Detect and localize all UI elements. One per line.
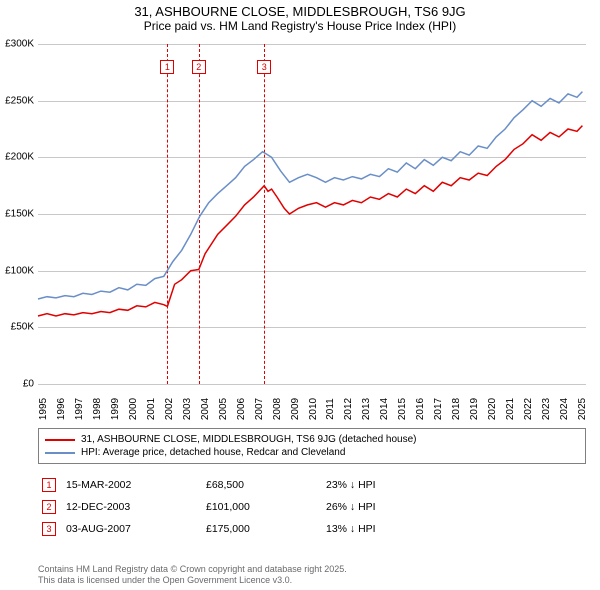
legend-item: HPI: Average price, detached house, Redc… [45, 446, 579, 459]
x-tick-label: 2013 [361, 398, 372, 420]
transaction-hpi-diff: 26% ↓ HPI [326, 501, 586, 513]
transaction-price: £175,000 [206, 523, 316, 535]
chart-legend: 31, ASHBOURNE CLOSE, MIDDLESBROUGH, TS6 … [38, 428, 586, 464]
legend-label: HPI: Average price, detached house, Redc… [81, 447, 345, 458]
table-row: 2 12-DEC-2003 £101,000 26% ↓ HPI [38, 496, 586, 518]
x-tick-label: 2022 [523, 398, 534, 420]
y-tick-label: £50K [0, 322, 34, 333]
footer-line-1: Contains HM Land Registry data © Crown c… [38, 564, 347, 575]
x-tick-label: 2006 [236, 398, 247, 420]
y-tick-label: £0 [0, 379, 34, 390]
x-tick-label: 2002 [164, 398, 175, 420]
x-tick-label: 2004 [200, 398, 211, 420]
transaction-price: £101,000 [206, 501, 316, 513]
transaction-price: £68,500 [206, 479, 316, 491]
transaction-date: 12-DEC-2003 [66, 501, 196, 513]
x-tick-label: 2000 [128, 398, 139, 420]
x-tick-label: 2024 [559, 398, 570, 420]
x-tick-label: 1996 [56, 398, 67, 420]
x-tick-label: 2016 [415, 398, 426, 420]
y-tick-label: £300K [0, 39, 34, 50]
legend-label: 31, ASHBOURNE CLOSE, MIDDLESBROUGH, TS6 … [81, 434, 417, 445]
x-tick-label: 2011 [325, 398, 336, 420]
x-tick-label: 2014 [379, 398, 390, 420]
x-tick-label: 2018 [451, 398, 462, 420]
x-tick-label: 2010 [308, 398, 319, 420]
x-tick-label: 1998 [92, 398, 103, 420]
x-tick-label: 1995 [38, 398, 49, 420]
y-gridline [38, 384, 586, 385]
table-marker-box: 3 [42, 522, 56, 536]
x-tick-label: 2001 [146, 398, 157, 420]
x-tick-label: 2003 [182, 398, 193, 420]
x-tick-label: 2017 [433, 398, 444, 420]
x-tick-label: 2008 [272, 398, 283, 420]
x-tick-label: 2023 [541, 398, 552, 420]
x-tick-label: 2009 [290, 398, 301, 420]
x-tick-label: 2025 [577, 398, 588, 420]
x-tick-label: 1999 [110, 398, 121, 420]
chart-subtitle: Price paid vs. HM Land Registry's House … [0, 19, 600, 33]
x-tick-label: 2012 [343, 398, 354, 420]
chart-plot-area: £0£50K£100K£150K£200K£250K£300K199519961… [38, 44, 586, 384]
series-line-hpi [38, 92, 582, 299]
legend-swatch [45, 452, 75, 454]
x-tick-label: 1997 [74, 398, 85, 420]
x-tick-label: 2021 [505, 398, 516, 420]
transactions-table: 1 15-MAR-2002 £68,500 23% ↓ HPI 2 12-DEC-2003… [38, 474, 586, 540]
transaction-date: 15-MAR-2002 [66, 479, 196, 491]
footer-line-2: This data is licensed under the Open Gov… [38, 575, 347, 586]
chart-title: 31, ASHBOURNE CLOSE, MIDDLESBROUGH, TS6 … [0, 4, 600, 19]
transaction-hpi-diff: 13% ↓ HPI [326, 523, 586, 535]
x-tick-label: 2019 [469, 398, 480, 420]
table-row: 3 03-AUG-2007 £175,000 13% ↓ HPI [38, 518, 586, 540]
table-marker-box: 2 [42, 500, 56, 514]
table-marker-box: 1 [42, 478, 56, 492]
table-row: 1 15-MAR-2002 £68,500 23% ↓ HPI [38, 474, 586, 496]
legend-item: 31, ASHBOURNE CLOSE, MIDDLESBROUGH, TS6 … [45, 433, 579, 446]
y-tick-label: £250K [0, 95, 34, 106]
y-tick-label: £100K [0, 265, 34, 276]
y-tick-label: £200K [0, 152, 34, 163]
transaction-date: 03-AUG-2007 [66, 523, 196, 535]
x-tick-label: 2020 [487, 398, 498, 420]
x-tick-label: 2015 [397, 398, 408, 420]
x-tick-label: 2005 [218, 398, 229, 420]
legend-swatch [45, 439, 75, 441]
transaction-hpi-diff: 23% ↓ HPI [326, 479, 586, 491]
y-tick-label: £150K [0, 209, 34, 220]
footer-attribution: Contains HM Land Registry data © Crown c… [38, 564, 347, 587]
x-tick-label: 2007 [254, 398, 265, 420]
